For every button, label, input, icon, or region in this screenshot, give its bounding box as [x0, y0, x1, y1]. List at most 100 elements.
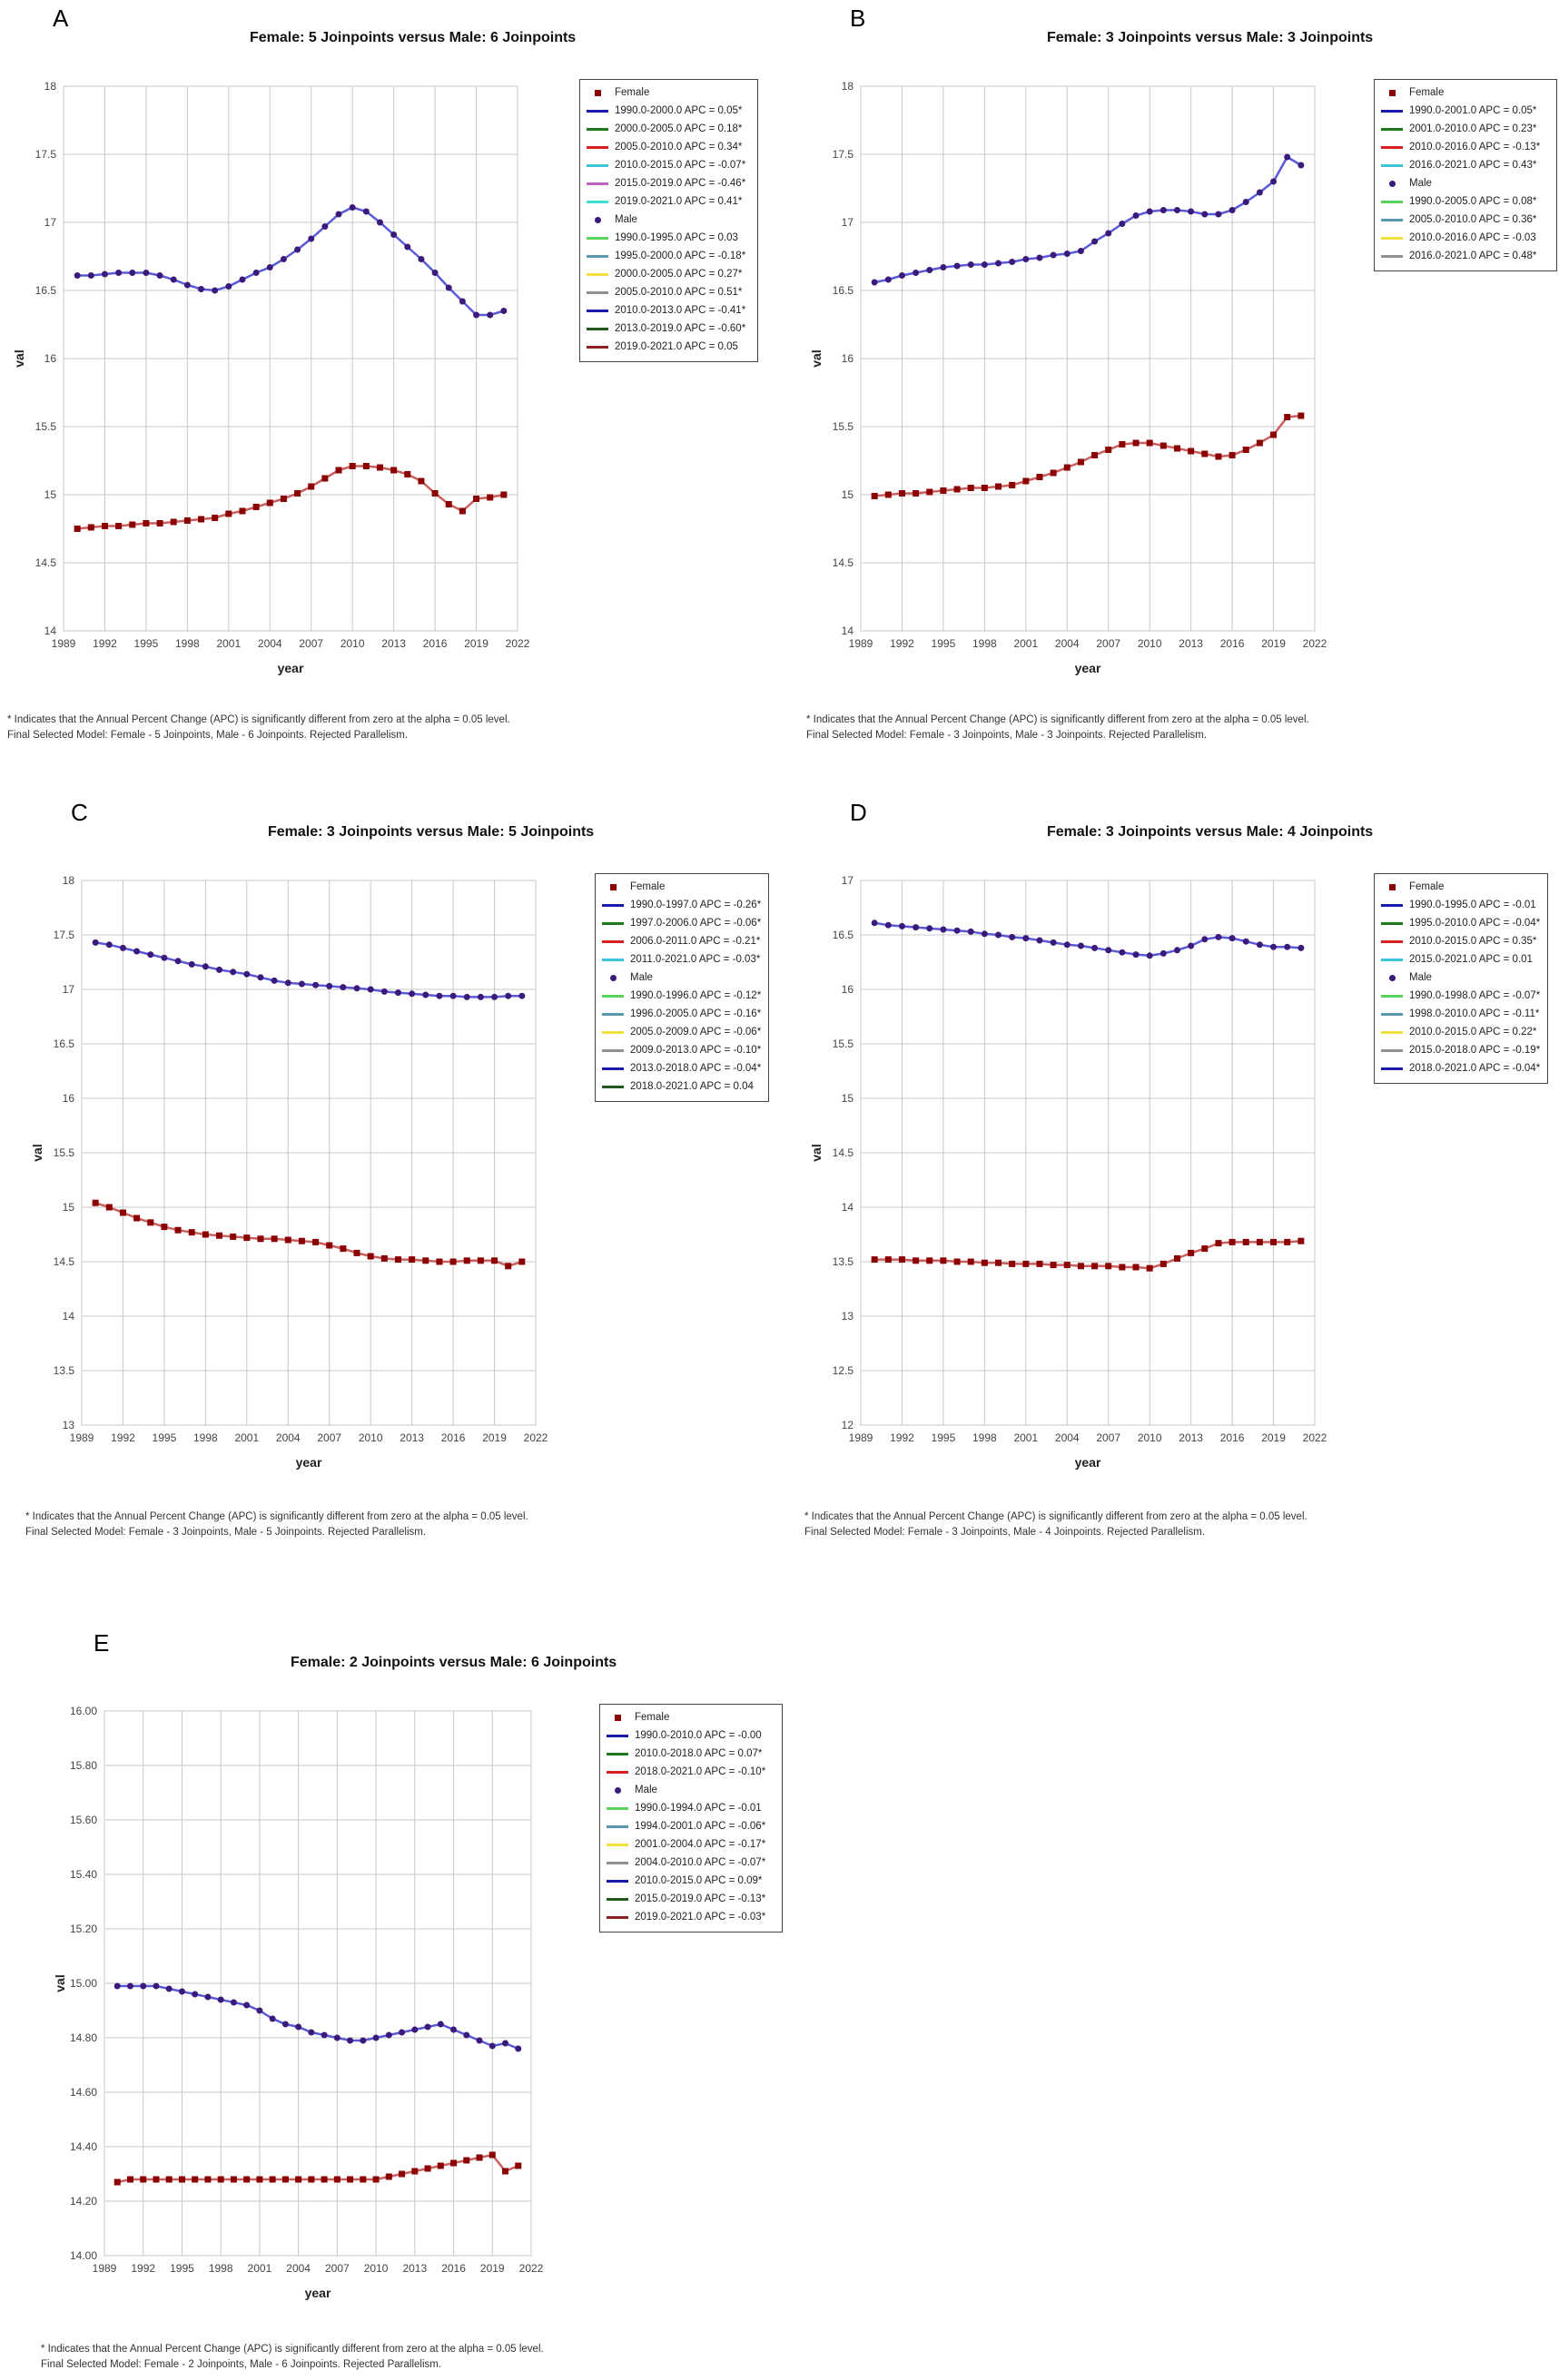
data-point-female — [913, 490, 920, 497]
legend-item: 1990.0-2000.0 APC = 0.05* — [580, 102, 757, 120]
y-tick-label: 14.5 — [54, 1255, 75, 1268]
legend-label: 1995.0-2000.0 APC = -0.18* — [615, 251, 746, 261]
legend-label: 2018.0-2021.0 APC = -0.04* — [1409, 1063, 1541, 1074]
legend-item: 2006.0-2011.0 APC = -0.21* — [596, 932, 768, 950]
data-point-male — [995, 260, 1002, 267]
x-tick-label: 2022 — [1303, 1431, 1327, 1444]
x-tick-label: 1998 — [193, 1431, 218, 1444]
data-point-female — [161, 1224, 168, 1231]
data-point-male — [353, 985, 360, 992]
footnote-model: Final Selected Model: Female - 3 Joinpoi… — [25, 1527, 427, 1538]
data-point-male — [1284, 153, 1291, 161]
data-point-male — [449, 992, 457, 999]
legend-label: Female — [615, 87, 650, 98]
legend-label: Female — [1409, 881, 1445, 892]
data-point-male — [367, 986, 374, 993]
x-tick-label: 2010 — [359, 1431, 383, 1444]
data-point-male — [115, 270, 123, 276]
x-tick-label: 2019 — [1261, 1431, 1286, 1444]
data-point-male — [884, 921, 892, 929]
data-point-female — [380, 1254, 388, 1262]
legend-label: 1994.0-2001.0 APC = -0.06* — [635, 1821, 766, 1832]
legend-item: Female — [580, 84, 757, 102]
legend-item: 1990.0-1995.0 APC = -0.01 — [1375, 896, 1547, 914]
data-point-male — [1228, 935, 1236, 942]
legend-label: 2009.0-2013.0 APC = -0.10* — [630, 1045, 762, 1056]
legend-label: 2001.0-2010.0 APC = 0.23* — [1409, 123, 1537, 134]
legend-line-swatch — [587, 254, 608, 258]
data-point-male — [243, 2001, 251, 2009]
data-point-male — [518, 992, 526, 999]
data-point-female — [119, 1209, 126, 1216]
data-point-male — [422, 991, 429, 998]
chart-svg: 13 13.5 14 14.5 15 15.5 16 16.5 17 17.5 18 1989 1992… — [30, 874, 548, 1470]
y-tick-label: 16 — [842, 352, 854, 365]
legend-symbol — [1375, 218, 1409, 221]
y-tick-label: 13.5 — [833, 1255, 854, 1268]
data-point-female — [230, 2176, 237, 2183]
footnote-significance: * Indicates that the Annual Percent Chan… — [806, 714, 1309, 725]
chart-title: Female: 5 Joinpoints versus Male: 6 Join… — [250, 30, 577, 45]
legend-line-swatch — [607, 1861, 628, 1864]
legend-symbol — [1375, 974, 1409, 981]
footnote-model: Final Selected Model: Female - 3 Joinpoi… — [804, 1527, 1206, 1538]
data-point-male — [1063, 251, 1071, 257]
legend-line-swatch — [587, 163, 608, 167]
legend-symbol — [600, 1752, 635, 1755]
data-point-male — [898, 272, 905, 279]
data-point-female — [1063, 1262, 1071, 1269]
legend-line-swatch — [1381, 903, 1403, 907]
x-tick-label: 2010 — [1138, 1431, 1162, 1444]
legend-symbol — [600, 1861, 635, 1864]
data-point-female — [1173, 1254, 1180, 1262]
legend-label: Female — [635, 1712, 670, 1723]
legend-label: 2019.0-2021.0 APC = 0.41* — [615, 196, 743, 207]
legend-item: 1990.0-1997.0 APC = -0.26* — [596, 896, 768, 914]
data-point-male — [298, 980, 305, 988]
y-axis-label: val — [809, 1144, 824, 1161]
footnote-significance: * Indicates that the Annual Percent Chan… — [25, 1511, 528, 1522]
chart-svg: 12 12.5 13 13.5 14 14.5 15 15.5 16 16.5 17 1989 1992… — [809, 874, 1327, 1470]
legend-label: 2015.0-2019.0 APC = -0.13* — [635, 1893, 766, 1904]
data-point-male — [281, 2021, 289, 2028]
legend-symbol — [600, 1714, 635, 1721]
legend-symbol — [596, 883, 630, 890]
data-point-male — [1201, 936, 1209, 943]
legend-item: 1990.0-1994.0 APC = -0.01 — [600, 1799, 782, 1817]
legend-symbol — [580, 145, 615, 149]
data-point-male — [385, 2031, 392, 2039]
legend-label: 2013.0-2018.0 APC = -0.04* — [630, 1063, 762, 1074]
y-tick-label: 14.60 — [70, 2086, 97, 2099]
data-point-female — [953, 486, 961, 493]
legend-marker-swatch — [1388, 883, 1396, 890]
data-point-female — [1284, 414, 1291, 420]
data-point-female — [1009, 1260, 1016, 1267]
legend-item: 2018.0-2021.0 APC = -0.10* — [600, 1763, 782, 1781]
legend-symbol — [580, 182, 615, 185]
legend-symbol — [1375, 939, 1409, 943]
data-point-female — [1077, 1263, 1084, 1270]
y-tick-label: 15 — [44, 488, 57, 501]
data-point-male — [1132, 212, 1140, 219]
data-point-female — [202, 1231, 209, 1238]
data-point-female — [1270, 1238, 1278, 1245]
data-point-female — [1215, 453, 1222, 460]
data-point-female — [353, 1249, 360, 1256]
legend-line-swatch — [1381, 236, 1403, 240]
data-point-female — [113, 2178, 121, 2186]
legend-label: 2010.0-2015.0 APC = 0.22* — [1409, 1027, 1537, 1038]
data-point-female — [1146, 1264, 1153, 1272]
data-point-female — [1242, 447, 1249, 453]
data-point-male — [294, 246, 301, 253]
data-point-female — [321, 475, 329, 482]
legend-item: 1990.0-1995.0 APC = 0.03 — [580, 229, 757, 247]
x-tick-label: 1995 — [153, 1431, 177, 1444]
data-point-male — [871, 920, 878, 927]
data-point-male — [216, 966, 223, 973]
y-tick-label: 15.5 — [833, 1038, 854, 1050]
data-point-male — [230, 1999, 237, 2006]
data-point-female — [256, 2176, 263, 2183]
legend: Female 1990.0-2000.0 APC = 0.05* 2000.0-20… — [579, 79, 758, 362]
data-point-male — [399, 2029, 406, 2036]
data-point-male — [491, 993, 498, 1000]
